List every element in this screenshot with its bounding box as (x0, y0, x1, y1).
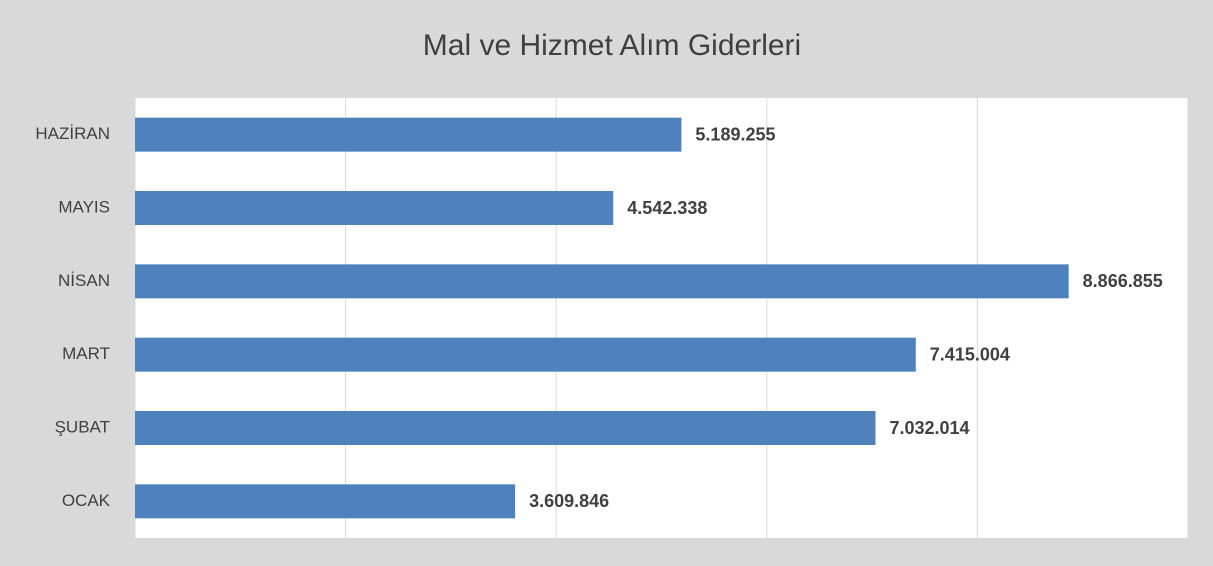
data-label: 7.032.014 (889, 418, 969, 438)
data-label: 8.866.855 (1083, 271, 1163, 291)
data-label: 3.609.846 (529, 491, 609, 511)
data-label: 7.415.004 (930, 344, 1010, 364)
data-label: 4.542.338 (627, 198, 707, 218)
bar (135, 411, 876, 445)
data-label: 5.189.255 (695, 124, 775, 144)
y-tick-label: NİSAN (58, 271, 110, 290)
plot-area (135, 98, 1188, 538)
bar (135, 264, 1069, 299)
y-tick-label: ŞUBAT (55, 417, 110, 436)
y-tick-label: HAZİRAN (35, 124, 110, 143)
bar (135, 337, 916, 372)
y-tick-label: OCAK (62, 491, 111, 510)
bar (135, 191, 614, 225)
bar (135, 117, 682, 152)
y-tick-label: MAYIS (58, 197, 110, 216)
chart-title: Mal ve Hizmet Alım Giderleri (423, 29, 801, 62)
bar (135, 484, 516, 519)
y-tick-label: MART (62, 344, 110, 363)
